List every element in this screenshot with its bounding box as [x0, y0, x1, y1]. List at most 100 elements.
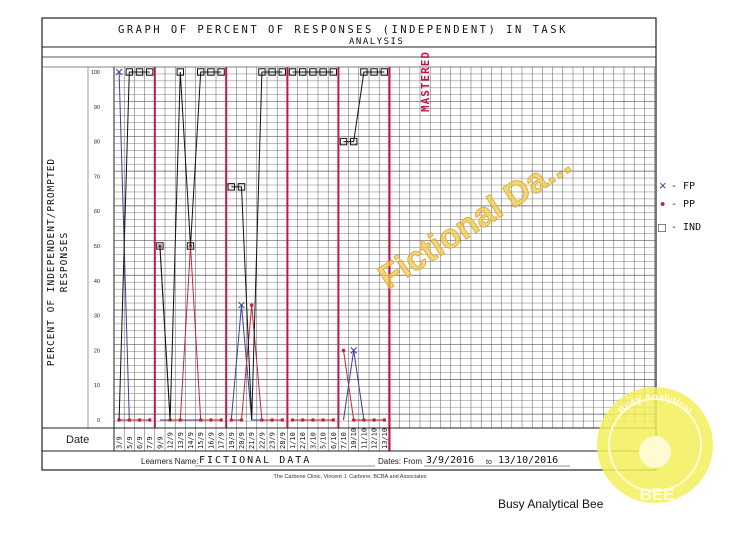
point-pp	[137, 418, 142, 422]
point-pp	[127, 418, 132, 422]
x-tick-label: 15/9	[197, 432, 205, 449]
point-stroke	[350, 347, 358, 354]
point-ind	[319, 68, 327, 76]
point-stroke	[238, 301, 245, 309]
x-tick-label: 12/10	[371, 428, 379, 449]
x-tick-label: 12/9	[167, 432, 175, 449]
mastered-label: MASTERED	[419, 51, 432, 112]
x-tick-label: 3/10	[309, 432, 317, 449]
point-pp	[209, 418, 213, 422]
y-tick-label: 70	[94, 174, 100, 180]
series-line-fp	[343, 350, 385, 421]
point-ind	[360, 68, 368, 76]
x-tick-label: 13/9	[177, 432, 185, 449]
point-ind	[299, 68, 307, 76]
point-ind	[309, 68, 317, 76]
point-pp	[351, 418, 356, 422]
y-tick-label: 80	[94, 140, 100, 146]
x-tick-label: 6/9	[136, 436, 144, 449]
y-tick-label: 50	[94, 244, 100, 250]
legend-fp-label: - FP	[671, 181, 695, 192]
x-tick-label: 3/9	[116, 436, 124, 449]
point-pp	[331, 418, 336, 422]
point-pp	[321, 418, 325, 422]
x-tick-label: 14/9	[187, 432, 195, 449]
x-tick-label: 6/10	[330, 432, 338, 449]
y-tick-label: 10	[94, 383, 100, 389]
point-ind	[268, 68, 276, 76]
point-pp	[239, 418, 244, 422]
x-tick-label: 20/9	[238, 432, 246, 449]
point-ind	[135, 68, 144, 76]
badge-ring	[608, 398, 702, 492]
point-pp	[249, 303, 254, 307]
point-ind	[197, 68, 205, 76]
x-tick-label: 17/9	[218, 432, 226, 449]
x-tick-label: 7/9	[146, 436, 154, 449]
point-pp	[362, 418, 366, 422]
point-stroke	[115, 68, 123, 76]
point-pp	[198, 418, 203, 422]
x-tick-label: 5/9	[126, 436, 134, 449]
legend-pp-symbol: •	[660, 196, 665, 213]
point-pp	[147, 418, 152, 422]
point-pp	[300, 418, 305, 422]
point-ind	[217, 68, 225, 76]
dates-to-label: to	[486, 459, 492, 466]
y-tick-label: 100	[91, 70, 100, 76]
point-ind	[176, 68, 185, 76]
point-pp	[372, 418, 376, 422]
point-ind	[278, 68, 287, 76]
series-line-pp	[159, 245, 222, 421]
point-fp	[238, 301, 245, 309]
point-pp	[382, 418, 387, 422]
x-tick-label: 10/10	[350, 428, 358, 449]
x-tick-label: 2/10	[299, 432, 307, 449]
x-tick-label: 22/9	[258, 432, 266, 449]
dates-to: 13/10/2016	[498, 455, 558, 466]
y-tick-label: 0	[97, 418, 100, 424]
point-ind	[207, 68, 215, 76]
chart-title-line2: ANALYSIS	[349, 37, 404, 47]
point-pp	[219, 418, 223, 422]
x-tick-label: 5/10	[320, 432, 328, 449]
data-series	[115, 68, 389, 422]
legend-ind-label: - IND	[671, 222, 701, 233]
fictional-watermark: Fictional Da...	[372, 144, 578, 296]
y-tick-label: 60	[94, 209, 100, 215]
legend-fp-symbol: ×	[659, 178, 667, 193]
point-fp	[350, 347, 358, 354]
series-line-ind	[159, 71, 222, 421]
point-ind	[288, 68, 297, 76]
footer-credit: The Carbone Clinic, Vincent J. Carbone, …	[273, 474, 426, 480]
point-pp	[178, 418, 183, 422]
point-pp	[117, 418, 121, 422]
y-axis-label: PERCENT OF INDEPENDENT/PROMPTED RESPONSE…	[46, 158, 70, 366]
point-ind	[370, 68, 378, 76]
learner-label: Learners Name:	[141, 457, 198, 466]
point-pp	[311, 418, 315, 422]
point-ind	[146, 68, 154, 76]
x-tick-label: 28/9	[279, 432, 287, 449]
y-tick-label: 90	[94, 105, 100, 111]
series-line-ind	[343, 71, 385, 143]
x-tick-label: 21/9	[248, 432, 256, 449]
x-tick-label: 7/10	[340, 432, 348, 449]
chart-title-line1: GRAPH OF PERCENT OF RESPONSES (INDEPENDE…	[118, 24, 568, 36]
x-tick-label: 13/10	[381, 428, 389, 449]
point-ind	[350, 137, 358, 146]
point-ind	[186, 242, 195, 250]
point-ind	[237, 183, 246, 191]
point-pp	[341, 348, 346, 353]
legend-ind-symbol: □	[658, 220, 666, 235]
y-axis-label-line1: PERCENT OF INDEPENDENT/PROMPTED	[46, 158, 57, 366]
point-pp	[280, 418, 285, 422]
badge-main-text: BEE	[640, 485, 675, 504]
point-ind	[258, 68, 266, 76]
y-tick-labels: 0 10 20 30 40 50 60 70 80 90 100	[91, 70, 100, 424]
series-line-pp	[343, 350, 385, 421]
x-tick-label: 9/9	[156, 436, 164, 449]
bee-icon	[639, 436, 671, 468]
caption: Busy Analytical Bee	[498, 497, 604, 511]
